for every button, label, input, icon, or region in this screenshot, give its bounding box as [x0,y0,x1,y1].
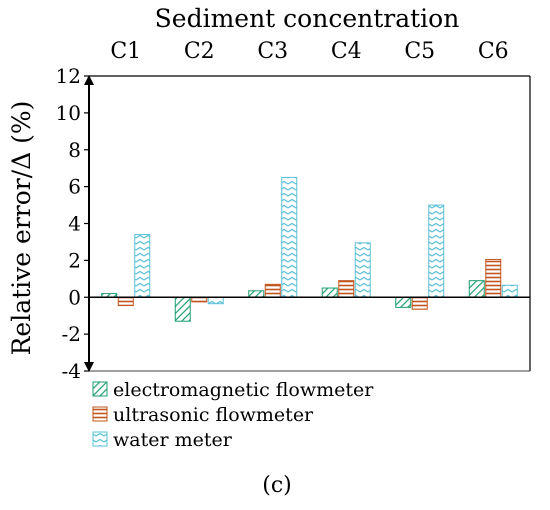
legend-swatch-electromagnetic-flowmeter [92,381,108,397]
bar-electromagnetic-flowmeter-c6 [468,280,485,298]
category-label-c6: C6 [478,39,509,64]
y-tick-label: 8 [68,138,81,162]
bar-water-meter-c2 [207,296,224,305]
y-tick-label: 6 [68,175,81,199]
y-tick-label: -4 [62,359,81,383]
y-tick-label: -2 [62,322,81,346]
bar-water-meter-c6 [501,284,518,298]
bar-electromagnetic-flowmeter-c3 [248,290,265,298]
bar-ultrasonic-flowmeter-c1 [117,296,134,307]
y-tick-label: 0 [68,285,81,309]
bar-ultrasonic-flowmeter-c4 [338,280,355,298]
bar-water-meter-c3 [281,176,298,298]
legend-label-ultrasonic-flowmeter: ultrasonic flowmeter [113,404,314,426]
bar-electromagnetic-flowmeter-c5 [395,296,412,308]
bar-ultrasonic-flowmeter-c5 [411,296,428,310]
figure-caption: (c) [262,473,292,498]
chart-title: Sediment concentration [155,4,460,33]
bar-ultrasonic-flowmeter-c3 [264,283,281,298]
y-axis-label: Relative error/Δ (%) [7,101,36,356]
category-label-c3: C3 [257,39,288,64]
y-tick-label: 10 [56,101,81,125]
bar-electromagnetic-flowmeter-c2 [174,296,191,322]
legend-label-water-meter: water meter [113,429,233,451]
category-label-c2: C2 [184,39,215,64]
bar-electromagnetic-flowmeter-c4 [321,287,338,298]
bar-water-meter-c4 [354,242,371,298]
bar-water-meter-c5 [428,204,445,298]
y-tick-label: 4 [68,212,81,236]
y-tick-label: 12 [56,64,81,88]
category-label-c1: C1 [110,39,141,64]
category-label-c4: C4 [331,39,362,64]
bar-ultrasonic-flowmeter-c6 [485,258,502,298]
legend-swatch-water-meter [92,431,108,447]
category-label-c5: C5 [404,39,435,64]
y-tick-label: 2 [68,248,81,272]
legend-label-electromagnetic-flowmeter: electromagnetic flowmeter [113,379,374,401]
bar-water-meter-c1 [134,234,151,298]
legend-swatch-ultrasonic-flowmeter [92,406,108,422]
